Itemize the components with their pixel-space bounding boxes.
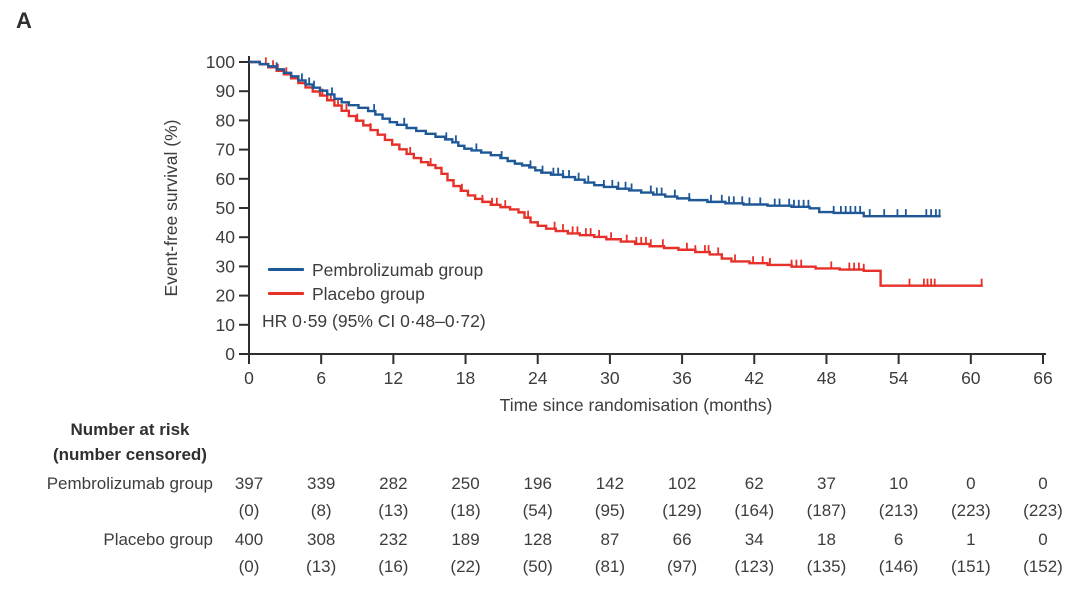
risk-cell-pembrolizumab-atrisk: 62 [744, 474, 764, 493]
risk-cell-placebo-atrisk: 66 [672, 530, 692, 549]
x-tick-label: 48 [817, 368, 836, 388]
risk-cell-placebo-censored: (146) [878, 557, 919, 576]
risk-table-header-line2: (number censored) [53, 445, 207, 464]
risk-cell-placebo-atrisk: 6 [893, 530, 904, 549]
hazard-ratio-annotation: HR 0·59 (95% CI 0·48–0·72) [262, 311, 486, 331]
risk-cell-placebo-atrisk: 18 [816, 530, 836, 549]
y-tick-label: 80 [216, 110, 236, 130]
risk-cell-placebo-censored: (16) [378, 557, 409, 576]
risk-cell-placebo-atrisk: 0 [1038, 530, 1048, 549]
x-tick-label: 36 [672, 368, 691, 388]
risk-row-label-pembrolizumab: Pembrolizumab group [46, 474, 213, 493]
risk-cell-placebo-censored: (13) [306, 557, 337, 576]
risk-cell-placebo-censored: (152) [1023, 557, 1063, 576]
y-tick-label: 50 [216, 198, 236, 218]
risk-cell-pembrolizumab-atrisk: 142 [595, 474, 625, 493]
legend-label-pembrolizumab: Pembrolizumab group [312, 260, 484, 280]
risk-cell-placebo-atrisk: 87 [600, 530, 620, 549]
risk-cell-pembrolizumab-censored: (54) [522, 501, 553, 520]
y-tick-label: 10 [216, 315, 236, 335]
risk-cell-placebo-atrisk: 232 [379, 530, 408, 549]
risk-cell-pembrolizumab-censored: (18) [450, 501, 481, 520]
risk-cell-placebo-atrisk: 400 [234, 530, 264, 549]
x-tick-label: 66 [1033, 368, 1052, 388]
risk-cell-pembrolizumab-censored: (0) [238, 501, 260, 520]
y-tick-label: 0 [225, 344, 235, 364]
legend-swatch-placebo [268, 292, 304, 295]
y-tick-label: 30 [216, 256, 236, 276]
risk-cell-pembrolizumab-censored: (223) [1023, 501, 1063, 520]
x-tick-label: 6 [316, 368, 326, 388]
risk-cell-pembrolizumab-atrisk: 10 [889, 474, 909, 493]
risk-cell-pembrolizumab-censored: (95) [594, 501, 626, 520]
risk-cell-placebo-atrisk: 308 [306, 530, 336, 549]
risk-cell-placebo-atrisk: 34 [744, 530, 764, 549]
y-tick-label: 20 [216, 286, 236, 306]
x-tick-label: 0 [244, 368, 254, 388]
risk-table-header-line1: Number at risk [70, 420, 190, 439]
x-tick-label: 18 [456, 368, 475, 388]
risk-cell-pembrolizumab-atrisk: 0 [966, 474, 976, 493]
risk-cell-pembrolizumab-atrisk: 102 [667, 474, 697, 493]
risk-cell-pembrolizumab-atrisk: 339 [306, 474, 336, 493]
risk-cell-placebo-censored: (81) [594, 557, 626, 576]
y-tick-label: 90 [216, 81, 236, 101]
risk-cell-pembrolizumab-atrisk: 250 [451, 474, 480, 493]
risk-cell-pembrolizumab-censored: (8) [310, 501, 332, 520]
curve-placebo [249, 60, 983, 287]
risk-cell-placebo-atrisk: 189 [451, 530, 480, 549]
risk-cell-pembrolizumab-atrisk: 282 [379, 474, 408, 493]
x-tick-label: 42 [745, 368, 764, 388]
x-tick-label: 24 [528, 368, 548, 388]
y-tick-label: 100 [206, 52, 235, 72]
x-tick-label: 60 [961, 368, 981, 388]
legend-label-placebo: Placebo group [312, 284, 425, 304]
risk-cell-placebo-censored: (123) [734, 557, 775, 576]
curve-pembrolizumab [249, 60, 941, 218]
risk-cell-pembrolizumab-censored: (129) [662, 501, 702, 520]
risk-cell-pembrolizumab-censored: (187) [806, 501, 847, 520]
risk-cell-pembrolizumab-censored: (223) [950, 501, 991, 520]
legend-swatch-pembrolizumab [268, 268, 304, 271]
risk-cell-placebo-censored: (0) [238, 557, 260, 576]
risk-cell-placebo-censored: (135) [806, 557, 847, 576]
x-axis-title: Time since randomisation (months) [499, 395, 773, 415]
risk-cell-placebo-censored: (97) [666, 557, 698, 576]
y-axis-title: Event-free survival (%) [161, 119, 181, 297]
risk-cell-pembrolizumab-censored: (164) [734, 501, 775, 520]
x-tick-label: 54 [889, 368, 909, 388]
risk-cell-placebo-atrisk: 1 [966, 530, 976, 549]
y-tick-label: 70 [216, 140, 236, 160]
risk-cell-pembrolizumab-atrisk: 196 [523, 474, 552, 493]
risk-cell-placebo-atrisk: 128 [523, 530, 552, 549]
risk-row-label-placebo: Placebo group [103, 530, 213, 549]
x-tick-label: 30 [600, 368, 620, 388]
panel-label: A [16, 8, 32, 33]
y-tick-label: 40 [216, 227, 236, 247]
risk-cell-pembrolizumab-atrisk: 37 [816, 474, 836, 493]
risk-cell-pembrolizumab-atrisk: 397 [234, 474, 264, 493]
risk-cell-pembrolizumab-atrisk: 0 [1038, 474, 1048, 493]
y-tick-label: 60 [216, 169, 236, 189]
risk-cell-pembrolizumab-censored: (213) [878, 501, 919, 520]
x-tick-label: 12 [384, 368, 403, 388]
risk-cell-placebo-censored: (151) [950, 557, 991, 576]
risk-cell-placebo-censored: (22) [450, 557, 481, 576]
risk-cell-placebo-censored: (50) [522, 557, 553, 576]
risk-cell-pembrolizumab-censored: (13) [378, 501, 409, 520]
